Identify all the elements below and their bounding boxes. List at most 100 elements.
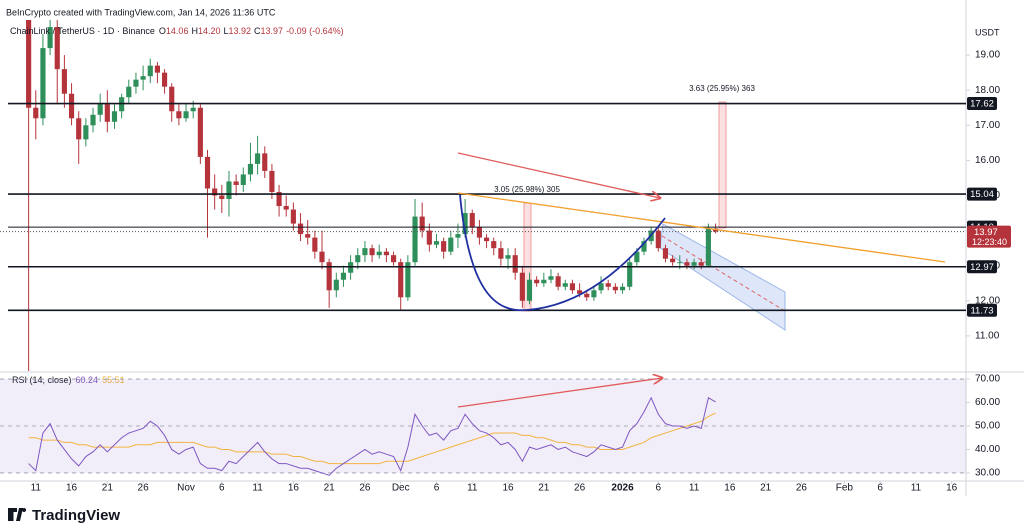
candle-body [476,227,482,238]
candle-body [405,262,411,298]
candle-body [484,237,490,242]
candle-body [97,104,103,115]
candle-body [591,290,597,298]
level-label: 12.97 [970,262,994,273]
y-tick-label: 70.00 [975,374,1000,385]
candle-body [154,65,160,73]
candle-body [655,230,661,249]
symbol-title: ChainLink / TetherUS · 1D · Binance O14.0… [10,26,344,36]
candle-body [548,276,554,280]
trendline [457,192,946,263]
countdown: 12:23:40 [972,237,1007,247]
candle-body [176,111,182,119]
measure-box [718,101,727,229]
x-tick-label: 26 [359,483,371,494]
candle-body [369,248,375,256]
candle-body [326,262,332,291]
ohlc-value: 13.97 [261,26,284,36]
x-tick-label: 21 [538,483,550,494]
candle-body [204,156,211,189]
candle-body [534,279,540,284]
x-tick-label: 26 [796,483,808,494]
candle-body [691,262,697,266]
x-tick-label: 11 [911,483,922,494]
candle-body [376,251,382,256]
rsi-value: 60.24 [76,375,99,385]
x-tick-label: Feb [836,483,854,494]
candle-body [662,248,669,259]
x-tick-label: 26 [138,483,150,494]
candle-body [111,111,118,122]
ohlc-key: L [223,26,228,36]
candle-body [340,272,347,280]
candle-body [283,206,289,210]
x-tick-label: 6 [656,483,662,494]
candle-body [584,293,590,298]
y-tick-label: 11.00 [975,331,1000,342]
candle-body [319,251,325,263]
x-tick-label: 6 [877,483,883,494]
rsi-arrow [457,378,662,408]
drawings: 3.05 (25.98%) 305 3.63 (25.95%) 363 [457,84,946,408]
candle-body [498,248,504,259]
candles [26,20,719,371]
candle-body [598,283,604,291]
y-tick-label: 30.00 [975,468,1000,479]
last-price-label: 13.97 [974,227,998,238]
x-tick-label: 21 [102,483,114,494]
candle-body [68,93,75,119]
candle-body [54,27,60,70]
x-tick-label: 16 [288,483,300,494]
candle-body [104,104,110,122]
x-tick-label: Nov [177,483,195,494]
y-tick-label: 19.00 [975,50,1000,61]
candle-body [526,279,533,301]
x-tick-label: 11 [467,483,478,494]
x-tick-label: 6 [434,483,440,494]
x-tick-label: Dec [392,483,410,494]
candle-body [33,107,39,119]
candle-body [491,241,497,249]
x-tick-label: 16 [502,483,514,494]
level-tag [967,187,997,201]
rsi-line [28,396,716,476]
level-label: 11.73 [970,305,993,316]
candle-body [169,86,175,112]
level-tag [967,260,997,274]
level-tag [967,303,997,317]
candle-body [441,241,447,252]
level-tag [967,97,997,111]
candle-body [269,170,275,192]
x-tick-label: 26 [574,483,586,494]
symbol: ChainLink / TetherUS · 1D · Binance [10,26,155,36]
source-note: BeInCrypto created with TradingView.com,… [6,7,276,17]
x-tick-label: 16 [724,483,736,494]
x-tick-label: 21 [324,483,336,494]
logo: TradingView [8,507,120,524]
candle-body [133,79,139,87]
candle-body [226,181,232,200]
candle-body [577,290,583,294]
candle-body [83,125,89,140]
candle-body [541,279,547,284]
candle-body [684,262,690,266]
candle-body [40,48,46,119]
candle-body [219,195,225,200]
ohlc-value: 14.20 [198,26,221,36]
candle-body [90,114,96,126]
candle-body [26,20,32,108]
candle-body [412,216,418,263]
candle-body [276,191,282,207]
candle-body [519,272,525,301]
logo-text: TradingView [32,507,120,524]
level-label: 15.04 [970,189,994,200]
candle-body [262,153,268,171]
drawings [523,101,786,331]
channel-midline [661,235,786,312]
candle-body [61,69,67,94]
candle-body [190,107,196,112]
candle-body [355,255,361,263]
x-tick-label: 16 [66,483,78,494]
rsi-ma-value: 55.51 [102,375,125,385]
